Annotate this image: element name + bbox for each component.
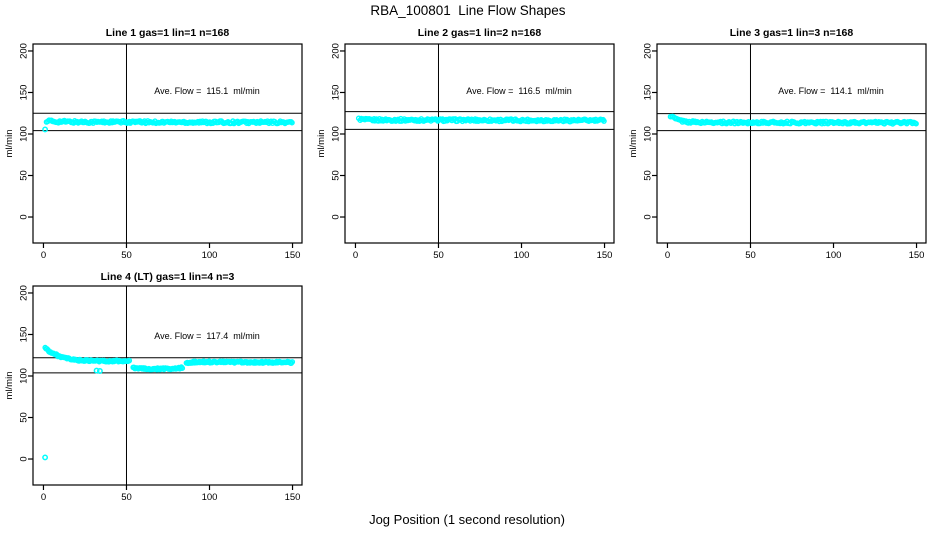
outlier-data-point <box>42 454 49 461</box>
panel3-y-axis-label: ml/min <box>628 130 639 158</box>
chart-panel: 0 50 100 150 0 50 100 150 200 <box>19 285 303 503</box>
x-axis-tick-label: 100 <box>826 250 842 261</box>
data-point <box>601 118 607 124</box>
chart-panel: 0 50 100 150 0 50 100 150 200 <box>643 43 927 261</box>
x-axis-tick-label: 50 <box>121 250 132 261</box>
y-axis-tick-label: 50 <box>643 170 654 181</box>
y-axis-tick-label: 50 <box>331 170 342 181</box>
panel2-ave-flow-label: Ave. Flow = 116.5 ml/min <box>466 86 571 96</box>
panel3-title: Line 3 gas=1 lin=3 n=168 <box>730 27 854 39</box>
figure-x-axis-label: Jog Position (1 second resolution) <box>369 512 565 527</box>
y-axis-tick-label: 50 <box>19 412 30 423</box>
y-axis-tick-label: 0 <box>19 456 30 461</box>
outlier-data-point <box>42 126 49 133</box>
outlier-data-point <box>93 367 100 374</box>
y-axis-tick-label: 200 <box>19 285 30 301</box>
data-point <box>289 119 295 126</box>
x-axis-tick-label: 100 <box>514 250 530 261</box>
y-axis-tick-label: 150 <box>643 85 654 101</box>
y-axis-tick-label: 100 <box>643 126 654 142</box>
y-axis-tick-label: 100 <box>331 126 342 142</box>
plot-frame <box>656 43 927 244</box>
outlier-data-point <box>96 368 103 374</box>
y-axis-tick-label: 100 <box>19 368 30 384</box>
chart-panel: 0 50 100 150 0 50 100 150 200 <box>331 43 615 261</box>
data-point <box>179 365 186 372</box>
y-axis-tick-label: 200 <box>331 43 342 59</box>
y-axis-tick-label: 150 <box>19 85 30 101</box>
x-axis-tick-label: 100 <box>202 492 218 503</box>
x-axis-tick-label: 50 <box>433 250 444 261</box>
x-axis-tick-label: 150 <box>285 250 301 261</box>
x-axis-tick-label: 0 <box>353 250 358 261</box>
data-point <box>289 359 296 365</box>
panel1-title: Line 1 gas=1 lin=1 n=168 <box>106 27 230 39</box>
x-axis-tick-label: 50 <box>745 250 756 261</box>
panel1-y-axis-label: ml/min <box>4 130 15 158</box>
x-axis-tick-label: 150 <box>597 250 613 261</box>
y-axis-tick-label: 0 <box>643 214 654 219</box>
x-axis-tick-label: 150 <box>285 492 301 503</box>
x-axis-tick-label: 50 <box>121 492 132 503</box>
y-axis-tick-label: 200 <box>19 43 30 59</box>
y-axis-tick-label: 200 <box>643 43 654 59</box>
figure-title: RBA_100801 Line Flow Shapes <box>370 3 565 18</box>
panel4-y-axis-label: ml/min <box>4 372 15 400</box>
panel2-title: Line 2 gas=1 lin=2 n=168 <box>418 27 542 39</box>
data-point <box>126 357 133 364</box>
y-axis-tick-label: 0 <box>331 214 342 219</box>
y-axis-tick-label: 50 <box>19 170 30 181</box>
plot-frame <box>32 43 303 244</box>
panel2-y-axis-label: ml/min <box>316 130 327 158</box>
panels-dynamic-layer: 0 50 100 150 0 50 100 150 200 0 50 100 150 0 50 100 150 2… <box>19 43 927 503</box>
x-axis-tick-label: 0 <box>41 492 46 503</box>
x-axis-tick-label: 150 <box>909 250 925 261</box>
panel4-title: Line 4 (LT) gas=1 lin=4 n=3 <box>101 271 235 283</box>
panel3-ave-flow-label: Ave. Flow = 114.1 ml/min <box>778 86 883 96</box>
x-axis-tick-label: 0 <box>665 250 670 261</box>
panel1-ave-flow-label: Ave. Flow = 115.1 ml/min <box>154 86 259 96</box>
plot-frame <box>32 285 303 486</box>
x-axis-tick-label: 0 <box>41 250 46 261</box>
panel4-ave-flow-label: Ave. Flow = 117.4 ml/min <box>154 331 259 341</box>
y-axis-tick-label: 150 <box>331 85 342 101</box>
plot-frame <box>344 43 615 244</box>
y-axis-tick-label: 0 <box>19 214 30 219</box>
data-point <box>913 120 919 127</box>
y-axis-tick-label: 100 <box>19 126 30 142</box>
x-axis-tick-label: 100 <box>202 250 218 261</box>
chart-panel: 0 50 100 150 0 50 100 150 200 <box>19 43 303 261</box>
y-axis-tick-label: 150 <box>19 327 30 343</box>
